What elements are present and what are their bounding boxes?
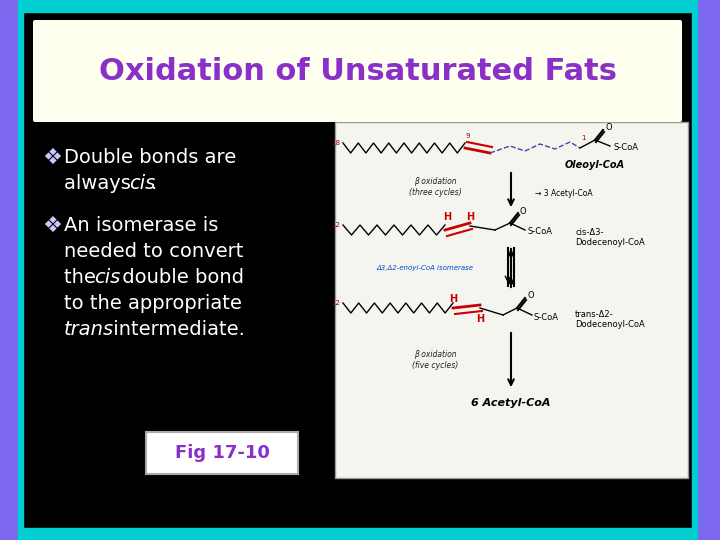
Text: S-CoA: S-CoA bbox=[534, 313, 559, 321]
Bar bbox=[0, 0, 18, 540]
Text: to the appropriate: to the appropriate bbox=[64, 294, 242, 313]
Text: β oxidation
(five cycles): β oxidation (five cycles) bbox=[412, 350, 458, 370]
Text: cis: cis bbox=[94, 268, 120, 287]
Text: An isomerase is: An isomerase is bbox=[64, 216, 218, 235]
Text: the: the bbox=[64, 268, 102, 287]
Text: → 3 Acetyl-CoA: → 3 Acetyl-CoA bbox=[535, 190, 593, 199]
Bar bbox=[692, 0, 697, 540]
Text: 12: 12 bbox=[331, 300, 340, 306]
Text: Oleoyl-CoA: Oleoyl-CoA bbox=[565, 160, 625, 170]
Text: needed to convert: needed to convert bbox=[64, 242, 243, 261]
Text: intermediate.: intermediate. bbox=[107, 320, 245, 339]
Text: cis-Δ3-: cis-Δ3- bbox=[575, 228, 603, 237]
Text: O: O bbox=[527, 292, 534, 300]
Text: trans-Δ2-: trans-Δ2- bbox=[575, 310, 613, 319]
Text: cis: cis bbox=[129, 174, 156, 193]
Text: β oxidation
(three cycles): β oxidation (three cycles) bbox=[409, 177, 462, 197]
Text: H: H bbox=[449, 294, 457, 304]
FancyBboxPatch shape bbox=[146, 432, 298, 474]
Text: always: always bbox=[64, 174, 137, 193]
Text: Fig 17-10: Fig 17-10 bbox=[174, 444, 269, 462]
Bar bbox=[335, 122, 688, 478]
Text: trans: trans bbox=[64, 320, 114, 339]
Bar bbox=[0, 528, 720, 540]
Text: S-CoA: S-CoA bbox=[613, 144, 638, 152]
Text: O: O bbox=[520, 206, 526, 215]
Text: 12: 12 bbox=[331, 222, 340, 228]
Text: H: H bbox=[476, 314, 484, 324]
Text: 18: 18 bbox=[331, 140, 340, 146]
Text: 1: 1 bbox=[581, 135, 585, 141]
Text: Double bonds are: Double bonds are bbox=[64, 148, 236, 167]
Text: ❖: ❖ bbox=[42, 216, 62, 236]
Text: Dodecenoyl-CoA: Dodecenoyl-CoA bbox=[575, 238, 644, 247]
Text: ❖: ❖ bbox=[42, 148, 62, 168]
Bar bbox=[697, 0, 720, 540]
Text: Dodecenoyl-CoA: Dodecenoyl-CoA bbox=[575, 320, 644, 329]
Text: 6 Acetyl-CoA: 6 Acetyl-CoA bbox=[472, 398, 551, 408]
Bar bbox=[18, 0, 23, 540]
Text: double bond: double bond bbox=[116, 268, 244, 287]
Text: Oxidation of Unsaturated Fats: Oxidation of Unsaturated Fats bbox=[99, 57, 617, 85]
Text: .: . bbox=[151, 174, 157, 193]
FancyBboxPatch shape bbox=[33, 20, 682, 122]
Text: H: H bbox=[443, 212, 451, 222]
Text: 9: 9 bbox=[466, 133, 470, 139]
Text: S-CoA: S-CoA bbox=[527, 227, 552, 237]
Bar bbox=[0, 0, 720, 12]
Text: O: O bbox=[605, 124, 611, 132]
Text: H: H bbox=[466, 212, 474, 222]
Text: Δ3,Δ2-enoyl-CoA isomerase: Δ3,Δ2-enoyl-CoA isomerase bbox=[377, 265, 474, 271]
